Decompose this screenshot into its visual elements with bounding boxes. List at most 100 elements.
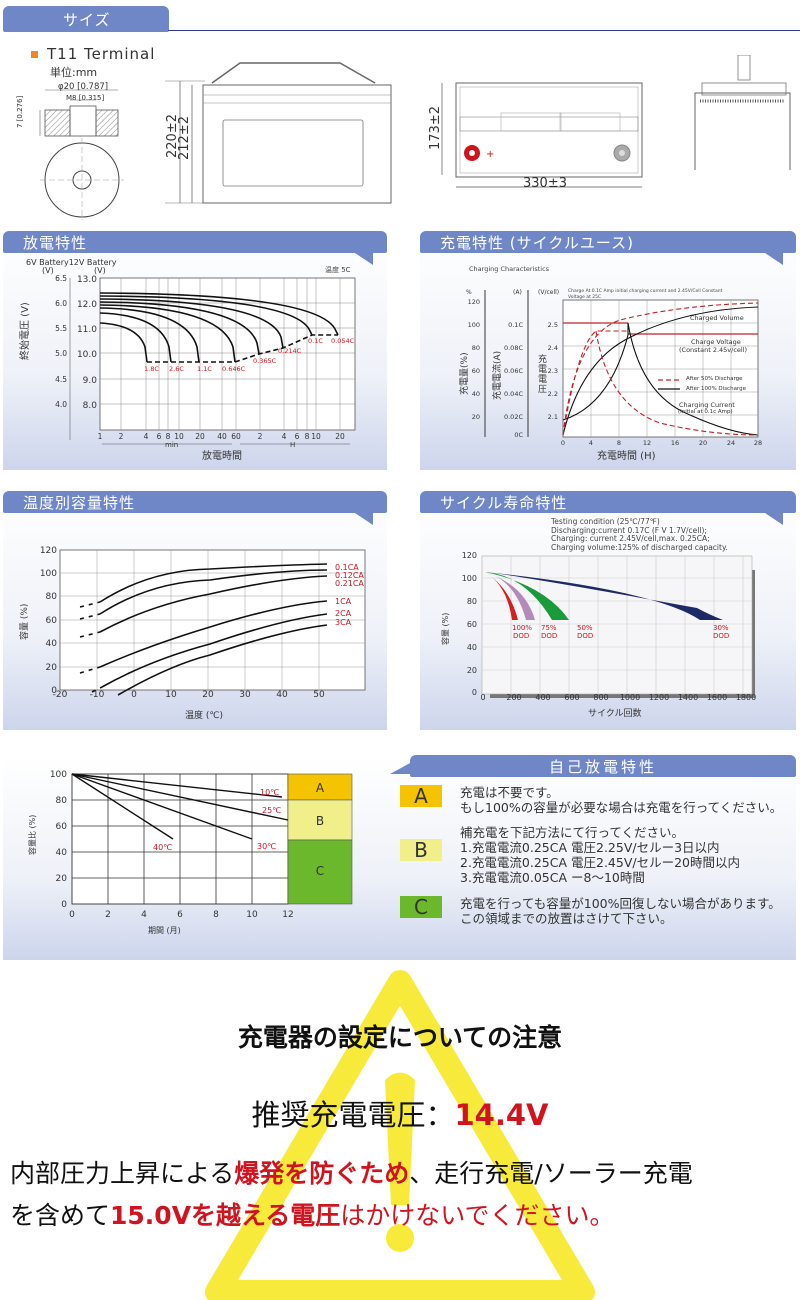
svg-text:120: 120 (468, 298, 480, 306)
svg-text:1.8C: 1.8C (144, 365, 159, 373)
svg-text:20: 20 (335, 432, 345, 441)
svg-text:5.5: 5.5 (55, 324, 67, 333)
svg-text:20: 20 (467, 666, 477, 675)
svg-text:2.2: 2.2 (548, 390, 558, 398)
svg-text:DOD: DOD (713, 632, 729, 640)
legend-chip-c: C (400, 895, 442, 919)
warning-body-line-2: を含めて15.0Vを越える電圧はかけないでください。 (10, 1196, 615, 1232)
charge-label-volume: Charged Volume (690, 314, 744, 322)
svg-text:100%: 100% (512, 624, 532, 632)
svg-text:B: B (316, 814, 324, 828)
discharge-temp-label: 温度 5C (325, 266, 351, 274)
svg-text:120: 120 (462, 551, 477, 560)
legend-row-c: C 充電を行っても容量が100%回復しない場合があります。 この領域までの放置は… (400, 895, 781, 926)
svg-text:5.0: 5.0 (55, 349, 67, 358)
svg-text:2.1: 2.1 (548, 413, 558, 421)
svg-text:60: 60 (231, 432, 241, 441)
zone-c-bar (287, 839, 353, 905)
charge-label-current-1: Charging Current (679, 401, 735, 409)
cycle-life-header: サイクル寿命特性 (420, 491, 796, 513)
charge-label-voltage-1: Charge Voltage (691, 338, 741, 346)
charge-note-text: Charge At 0.1C Amp initial charging curr… (568, 288, 723, 294)
svg-text:50%: 50% (577, 624, 593, 632)
svg-text:C: C (316, 864, 324, 878)
dim-outer-diameter: φ20 [0.787] (58, 82, 109, 92)
svg-text:8: 8 (617, 439, 621, 447)
svg-text:0.054C: 0.054C (331, 337, 355, 345)
svg-text:1600: 1600 (707, 693, 727, 702)
charge-title: 充電特性 (サイクルユース) (440, 233, 634, 252)
discharge-6v-text: 6V Battery (26, 258, 69, 267)
temp-capacity-chart: 120 100 80 60 40 20 0 -20 -10 0 10 20 30 40 50 0.… (40, 546, 366, 700)
svg-text:6: 6 (295, 432, 300, 441)
svg-text:min: min (165, 441, 178, 449)
svg-text:40: 40 (46, 639, 58, 649)
charge-label-voltage-2: (Constant 2.45v/cell) (679, 346, 748, 354)
svg-text:2CA: 2CA (335, 609, 352, 618)
svg-text:0: 0 (480, 693, 485, 702)
depth-dimension: 173±2 (428, 106, 443, 150)
svg-text:Voltage at 25C: Voltage at 25C (568, 294, 601, 300)
charge-header: 充電特性 (サイクルユース) (420, 231, 796, 253)
legend-b-line-1: 補充電を下記方法にて行ってください。 (460, 825, 685, 840)
svg-text:100: 100 (50, 770, 67, 780)
svg-text:6.5: 6.5 (55, 275, 67, 283)
svg-text:20: 20 (195, 432, 205, 441)
discharge-ylabel: 終始電圧 (V) (20, 302, 31, 360)
svg-text:11.0: 11.0 (77, 325, 97, 335)
svg-text:25℃: 25℃ (262, 806, 281, 815)
svg-text:10℃: 10℃ (260, 788, 279, 797)
charge-axis1-label: 充電量(%) (460, 352, 470, 395)
svg-text:30: 30 (239, 690, 251, 700)
svg-text:100: 100 (468, 321, 480, 329)
svg-text:40: 40 (467, 643, 477, 652)
svg-text:2.4: 2.4 (548, 344, 558, 352)
svg-text:DOD: DOD (577, 632, 593, 640)
discharge-unit-12v: (V) (94, 266, 106, 275)
legend-text-a: 充電は不要です。 もし100%の容量が必要な場合は充電を行ってください。 (460, 785, 782, 815)
legend-row-b: B 補充電を下記方法にて行ってください。 1.充電電流0.25CA 電圧2.25… (400, 825, 740, 885)
svg-text:2.5: 2.5 (548, 321, 558, 329)
legend-b-line-4: 3.充電電流0.05CA ー8〜10時間 (460, 870, 645, 885)
temp-capacity-xlabel: 温度 (℃) (185, 711, 223, 721)
unit-label: 単位:mm (50, 66, 98, 79)
svg-text:(A): (A) (513, 289, 522, 296)
legend-chip-a: A (400, 784, 442, 808)
svg-text:80: 80 (472, 344, 480, 352)
svg-text:12.0: 12.0 (77, 300, 97, 310)
svg-text:DOD: DOD (541, 632, 557, 640)
self-discharge-ylabel: 容量比 (%) (28, 814, 37, 855)
svg-text:50: 50 (313, 690, 325, 700)
svg-text:8: 8 (305, 432, 310, 441)
recommended-voltage-label: 推奨充電電圧： (251, 1098, 455, 1132)
svg-text:2.6C: 2.6C (169, 365, 184, 373)
svg-text:120: 120 (40, 546, 57, 556)
discharge-unit-6v: (V) (42, 266, 54, 275)
svg-text:60: 60 (467, 620, 477, 629)
svg-text:12: 12 (643, 439, 651, 447)
svg-text:H: H (290, 441, 295, 449)
svg-text:0.04C: 0.04C (504, 390, 523, 398)
legend-key-c: C (414, 895, 428, 919)
recommended-voltage-value: 14.4V (454, 1098, 549, 1132)
cycle-cond-4: Charging volume:125% of discharged capac… (551, 542, 728, 552)
legend-chip-b: B (400, 838, 442, 862)
svg-text:0.1C: 0.1C (508, 321, 523, 329)
svg-text:0.214C: 0.214C (278, 347, 302, 355)
svg-text:0.21CA: 0.21CA (335, 579, 364, 588)
charge-legend-50: After 50% Discharge (686, 376, 743, 382)
svg-text:0.12CA: 0.12CA (335, 571, 364, 580)
svg-text:1CA: 1CA (335, 597, 352, 606)
svg-text:%: % (466, 289, 472, 296)
legend-b-line-3: 2.充電電流0.25CA 電圧2.45V/セルー20時間以内 (460, 855, 741, 870)
discharge-xlabel: 放電時間 (202, 451, 242, 462)
svg-text:4: 4 (141, 910, 147, 920)
charge-axis3-label: 充電電圧 (538, 355, 548, 395)
svg-text:2: 2 (105, 910, 111, 920)
warning-heading: 充電器の設定についての注意 (237, 1023, 563, 1052)
terminal-label: T11 Terminal (47, 45, 156, 63)
cycle-cond-2: Discharging:current 0.17C (F V 1.7V/cell… (551, 525, 707, 535)
svg-text:40: 40 (56, 848, 68, 858)
svg-text:0: 0 (69, 910, 75, 920)
